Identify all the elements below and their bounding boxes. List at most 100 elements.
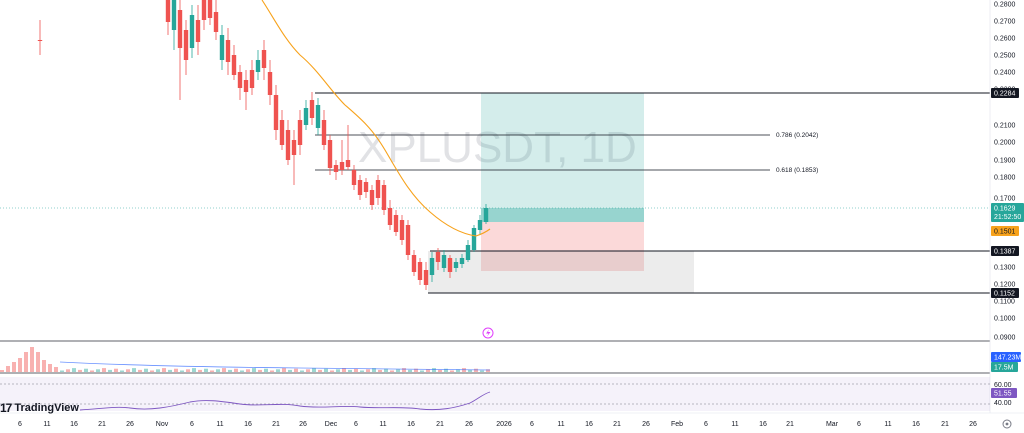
candle[interactable] [399, 215, 405, 245]
volume-bar [300, 370, 304, 372]
candle[interactable] [465, 240, 471, 262]
candle[interactable] [375, 175, 381, 205]
candle[interactable] [285, 120, 291, 165]
candle[interactable] [447, 255, 453, 278]
candle[interactable] [357, 175, 363, 200]
candle[interactable] [279, 110, 285, 150]
volume-bar [36, 352, 40, 372]
candle[interactable] [363, 178, 369, 198]
candle[interactable] [219, 25, 225, 70]
lightning-alert-icon[interactable] [482, 327, 494, 339]
price-tick: 0.1000 [994, 316, 1016, 323]
candle[interactable] [471, 225, 477, 252]
candle[interactable] [315, 98, 321, 135]
candle[interactable] [351, 165, 357, 190]
candle[interactable] [297, 110, 303, 155]
time-tick: 16 [244, 421, 252, 428]
svg-text:147.23M: 147.23M [994, 355, 1021, 362]
candle[interactable] [393, 210, 399, 236]
candle[interactable] [225, 28, 231, 75]
symbol-watermark: XPLUSDT, 1D [358, 123, 637, 172]
candle[interactable] [327, 135, 333, 175]
candle[interactable] [453, 258, 459, 272]
time-tick: Feb [671, 421, 683, 428]
candle[interactable] [201, 0, 207, 30]
price-tick: 0.2800 [994, 2, 1016, 9]
candle[interactable] [165, 0, 171, 35]
candle[interactable] [429, 252, 435, 282]
volume-bar [6, 366, 10, 372]
volume-bars[interactable] [0, 347, 490, 372]
moving-average-line[interactable] [261, 0, 491, 237]
candle[interactable] [213, 0, 219, 40]
volume-bar [468, 369, 472, 372]
candle[interactable] [207, 0, 213, 25]
candle[interactable] [405, 220, 411, 260]
volume-bar [96, 369, 100, 372]
time-axis[interactable]: 6 11 16 21 26 Nov 6 11 16 21 26 Dec 6 11 16 21 26 2026 6 11… [18, 421, 977, 428]
volume-bar [402, 368, 406, 372]
volume-bar [168, 369, 172, 372]
price-tick: 0.1700 [994, 196, 1016, 203]
time-tick: 6 [857, 421, 861, 428]
candlestick-series[interactable] [37, 0, 489, 290]
time-tick: 6 [704, 421, 708, 428]
rsi-line[interactable] [79, 391, 491, 411]
candle[interactable] [291, 130, 297, 185]
volume-bar [0, 370, 4, 372]
long-position-profit-zone[interactable] [481, 93, 644, 222]
volume-bar [78, 369, 82, 372]
volume-bar [258, 369, 262, 372]
candle[interactable] [195, 5, 201, 55]
candle[interactable] [189, 5, 195, 58]
candle[interactable] [333, 160, 339, 180]
long-position-stop-zone[interactable] [481, 222, 644, 271]
candle[interactable] [321, 110, 327, 150]
price-tick: 0.2000 [994, 140, 1016, 147]
candle[interactable] [303, 100, 309, 130]
time-tick: 11 [43, 421, 50, 428]
candle[interactable] [243, 70, 249, 110]
candle[interactable] [411, 250, 417, 276]
candle[interactable] [261, 40, 267, 80]
candle[interactable] [255, 50, 261, 80]
tradingview-logo[interactable]: 17 TradingView [0, 401, 79, 415]
volume-ma-line [59, 361, 491, 371]
candle[interactable] [435, 248, 441, 270]
candle[interactable] [37, 20, 43, 55]
time-tick: 11 [557, 421, 564, 428]
candle[interactable] [477, 215, 483, 234]
candle[interactable] [369, 185, 375, 210]
candle[interactable] [483, 204, 489, 224]
candle[interactable] [231, 45, 237, 80]
candle[interactable] [381, 180, 387, 215]
candle[interactable] [423, 262, 429, 290]
candle[interactable] [387, 200, 393, 230]
volume-bar [204, 368, 208, 372]
candle[interactable] [345, 125, 351, 170]
candle[interactable] [273, 85, 279, 140]
candle[interactable] [237, 65, 243, 100]
candle[interactable] [267, 60, 273, 105]
volume-bar [390, 370, 394, 372]
candle[interactable] [171, 0, 177, 50]
candle[interactable] [177, 0, 183, 100]
volume-bar [234, 368, 238, 372]
volume-bar [186, 369, 190, 372]
gear-icon[interactable] [1002, 419, 1012, 429]
volume-bar [384, 368, 388, 372]
volume-bar [108, 369, 112, 372]
volume-bar [270, 370, 274, 372]
candle[interactable] [417, 258, 423, 285]
candle[interactable] [309, 92, 315, 125]
candle[interactable] [459, 254, 465, 268]
price-tick: 0.2700 [994, 19, 1016, 26]
candle[interactable] [441, 250, 447, 272]
candle[interactable] [249, 60, 255, 95]
range-rectangle[interactable] [428, 251, 694, 293]
candle[interactable] [183, 20, 189, 75]
time-tick: 16 [759, 421, 767, 428]
volume-bar [312, 368, 316, 372]
candle[interactable] [339, 140, 345, 175]
